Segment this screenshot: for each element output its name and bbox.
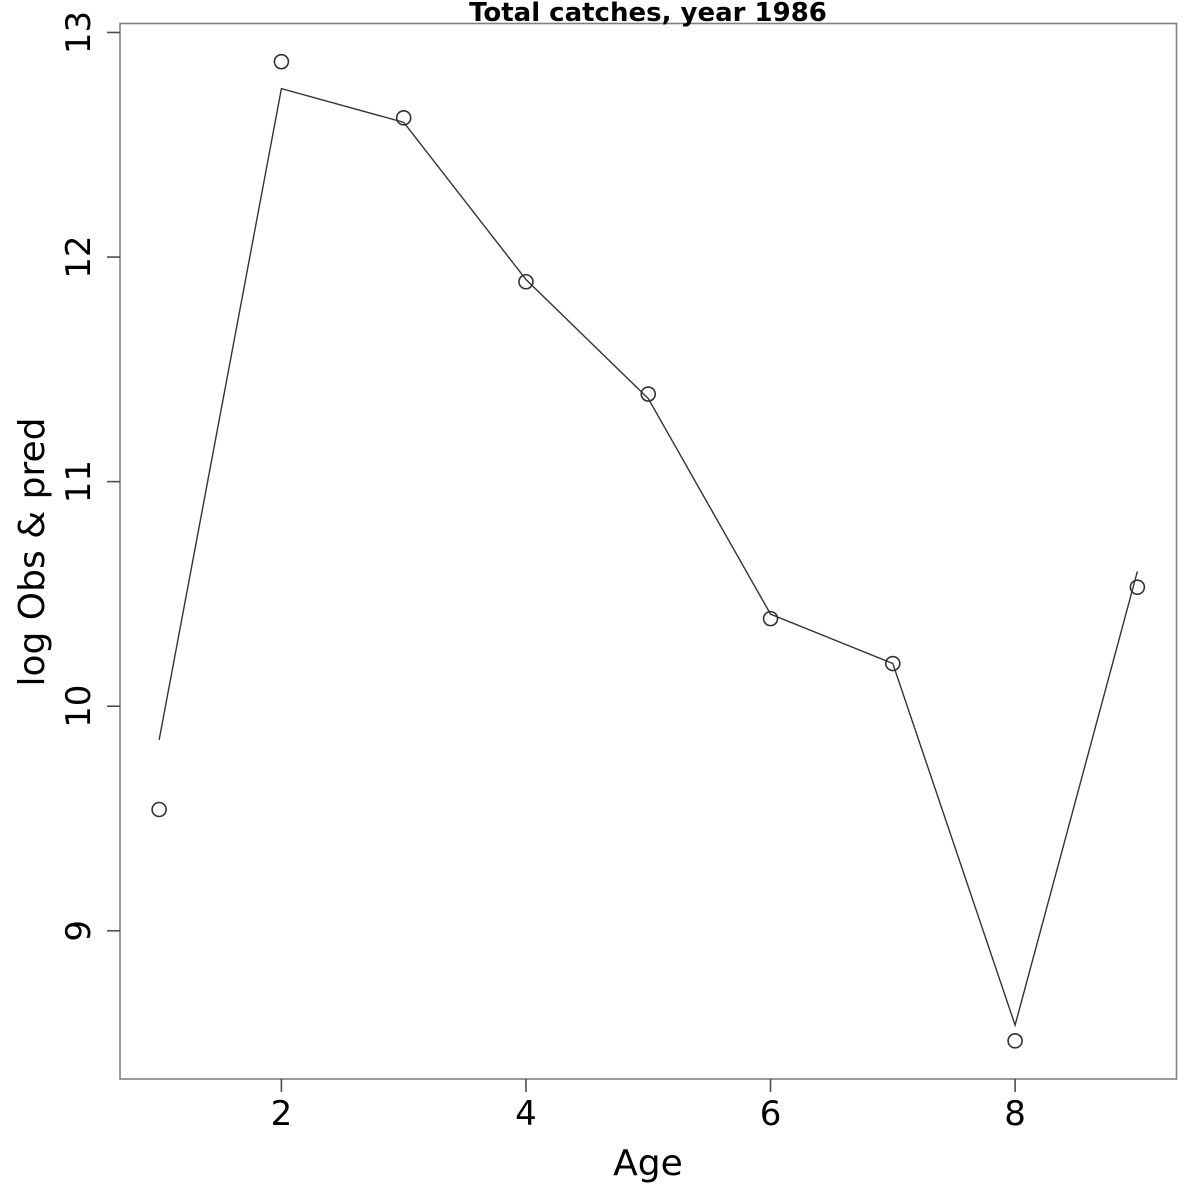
plot-box: [119, 22, 1178, 1080]
predicted-line: [158, 87, 1139, 1028]
observed-point: [640, 386, 657, 402]
observed-point: [762, 610, 779, 627]
y-tick-label: 9: [59, 920, 99, 942]
observed-point: [273, 53, 290, 70]
y-tick-label: 12: [59, 235, 99, 278]
axes-layer: 2 4 6 8 9 10 11 12 13: [59, 11, 1026, 1134]
observed-point: [151, 801, 167, 818]
y-tick-label: 11: [59, 460, 99, 503]
y-tick-label: 13: [59, 11, 99, 54]
x-tick-label: 4: [515, 1094, 537, 1134]
observed-point: [395, 110, 412, 126]
chart-title: Total catches, year 1986: [469, 0, 827, 28]
y-tick-label: 10: [59, 685, 99, 728]
observed-point: [518, 273, 534, 290]
data-layer: [151, 53, 1146, 1049]
x-axis-title: Age: [613, 1143, 683, 1184]
observed-point: [1007, 1033, 1023, 1049]
x-tick-label: 2: [271, 1094, 293, 1134]
observed-point: [1129, 579, 1146, 595]
y-axis-title: log Obs & pred: [12, 417, 53, 686]
x-tick-label: 8: [1004, 1094, 1026, 1134]
x-tick-label: 6: [760, 1094, 782, 1134]
observed-point: [885, 655, 901, 672]
